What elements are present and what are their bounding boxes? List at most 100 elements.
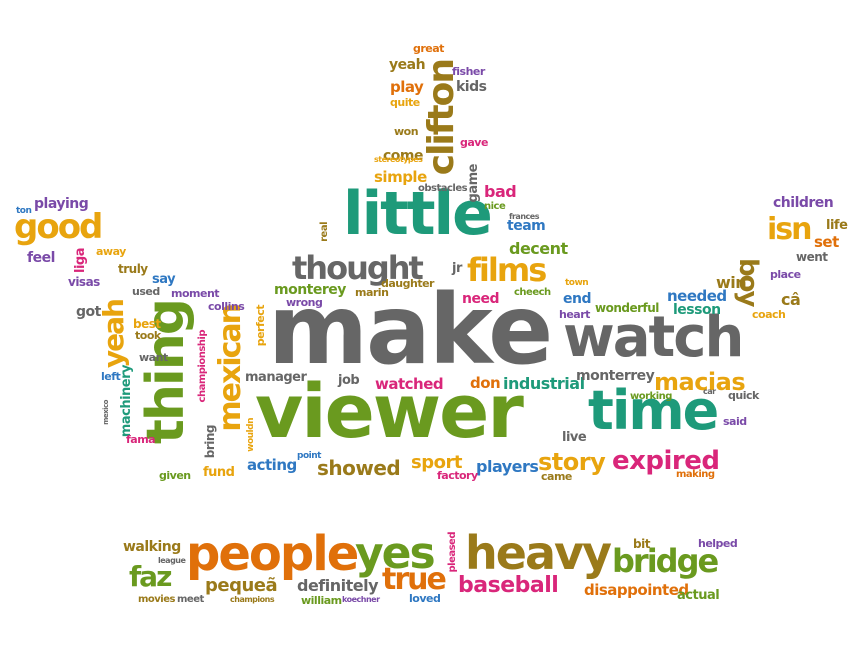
word-sport: sport bbox=[411, 452, 462, 473]
word-got: got bbox=[76, 304, 101, 320]
word-playing: playing bbox=[34, 196, 89, 212]
word-faz: faz bbox=[129, 560, 172, 593]
word-live: live bbox=[562, 430, 587, 445]
word-heart: heart bbox=[559, 308, 590, 321]
word-time: time bbox=[588, 379, 719, 442]
word-decent: decent bbox=[509, 239, 568, 258]
word-fama: fama bbox=[126, 433, 156, 446]
word-away: away bbox=[96, 245, 126, 258]
word-viewer: viewer bbox=[255, 369, 524, 455]
word-yeah: yeah bbox=[97, 300, 130, 369]
word-story: story bbox=[538, 448, 606, 476]
word-william: william bbox=[301, 594, 342, 607]
word-used: used bbox=[132, 285, 160, 298]
word-pequea: pequeã bbox=[205, 575, 278, 596]
word-took: took bbox=[135, 329, 161, 342]
word-great: great bbox=[413, 42, 444, 55]
word-thought: thought bbox=[292, 249, 424, 287]
word-need: need bbox=[462, 291, 499, 307]
word-expired: expired bbox=[612, 446, 720, 476]
word-win: win bbox=[716, 273, 747, 292]
word-ton: ton bbox=[16, 206, 32, 216]
word-boy: boy bbox=[733, 258, 763, 306]
word-fisher: fisher bbox=[452, 65, 485, 78]
word-won: won bbox=[394, 125, 419, 138]
word-place: place bbox=[770, 268, 801, 281]
word-good: good bbox=[14, 207, 103, 247]
word-kids: kids bbox=[456, 79, 487, 95]
word-acting: acting bbox=[247, 456, 297, 474]
word-want: want bbox=[139, 351, 168, 364]
word-watch: watch bbox=[563, 305, 744, 370]
word-point: point bbox=[297, 451, 321, 461]
word-players: players bbox=[476, 457, 539, 476]
word-obstacles: obstacles bbox=[418, 183, 468, 194]
word-children: children bbox=[773, 195, 834, 211]
word-went: went bbox=[796, 250, 828, 264]
word-coach: coach bbox=[752, 308, 786, 321]
word-given: given bbox=[159, 469, 191, 482]
word-real: real bbox=[319, 222, 330, 242]
word-people: people bbox=[186, 526, 359, 582]
word-films: films bbox=[467, 251, 547, 289]
word-industrial: industrial bbox=[503, 374, 585, 393]
word-don: don bbox=[470, 374, 501, 392]
word-fund: fund bbox=[203, 465, 235, 480]
word-movies: movies bbox=[138, 594, 175, 605]
word-said: said bbox=[723, 415, 747, 428]
word-bridge: bridge bbox=[612, 542, 719, 580]
word-set: set bbox=[814, 233, 839, 251]
word-showed: showed bbox=[317, 456, 401, 480]
word-quick: quick bbox=[728, 389, 759, 402]
word-visas: visas bbox=[68, 275, 100, 289]
word-macias: macias bbox=[654, 368, 746, 396]
word-quite: quite bbox=[390, 96, 420, 109]
word-perfect: perfect bbox=[254, 305, 267, 347]
word-job: job bbox=[338, 373, 360, 388]
word-simple: simple bbox=[374, 168, 427, 186]
word-team: team bbox=[507, 218, 546, 234]
word-walking: walking bbox=[123, 539, 181, 555]
word-moment: moment bbox=[171, 287, 220, 300]
word-manager: manager bbox=[245, 370, 307, 385]
word-baseball: baseball bbox=[458, 573, 559, 598]
word-say: say bbox=[152, 272, 176, 287]
word-isn: isn bbox=[767, 212, 812, 247]
word-feel: feel bbox=[27, 250, 55, 266]
word-actual: actual bbox=[677, 588, 720, 603]
word-mexican: mexican bbox=[213, 305, 248, 432]
word-loved: loved bbox=[409, 592, 441, 605]
word-making: making bbox=[676, 469, 715, 480]
word-heavy: heavy bbox=[465, 526, 612, 580]
word-meet: meet bbox=[177, 594, 204, 605]
word-bad: bad bbox=[484, 182, 517, 201]
word-town: town bbox=[565, 278, 589, 288]
word-gave: gave bbox=[460, 136, 488, 149]
word-yes: yes bbox=[355, 528, 436, 579]
word-left: left bbox=[101, 370, 121, 383]
word-end: end bbox=[563, 291, 591, 307]
word-watched: watched bbox=[375, 375, 444, 393]
word-jr: jr bbox=[452, 261, 462, 276]
word-kocchner: koechner bbox=[342, 595, 380, 604]
word-play: play bbox=[390, 78, 424, 96]
word-frances: frances bbox=[509, 212, 539, 221]
word-best: best bbox=[133, 317, 161, 331]
word-little: little bbox=[343, 179, 493, 249]
word-helped: helped bbox=[698, 537, 738, 550]
word-machinery: machinery bbox=[119, 365, 134, 438]
word-pleased: pleased bbox=[447, 532, 458, 573]
word-marin: marin bbox=[355, 286, 389, 299]
word-game: game bbox=[466, 164, 481, 203]
word-life: life bbox=[826, 218, 848, 233]
word-champions: champions bbox=[230, 595, 275, 604]
word-mexico: mexico bbox=[102, 400, 110, 425]
word-liga: liga bbox=[73, 248, 88, 273]
word-disappointed: disappointed bbox=[584, 581, 689, 599]
word-working: working bbox=[630, 391, 672, 402]
word-league: league bbox=[158, 556, 186, 565]
word-championship: championship bbox=[197, 330, 208, 403]
word-monterey: monterey bbox=[274, 282, 346, 298]
word-ca: câ bbox=[781, 290, 801, 309]
